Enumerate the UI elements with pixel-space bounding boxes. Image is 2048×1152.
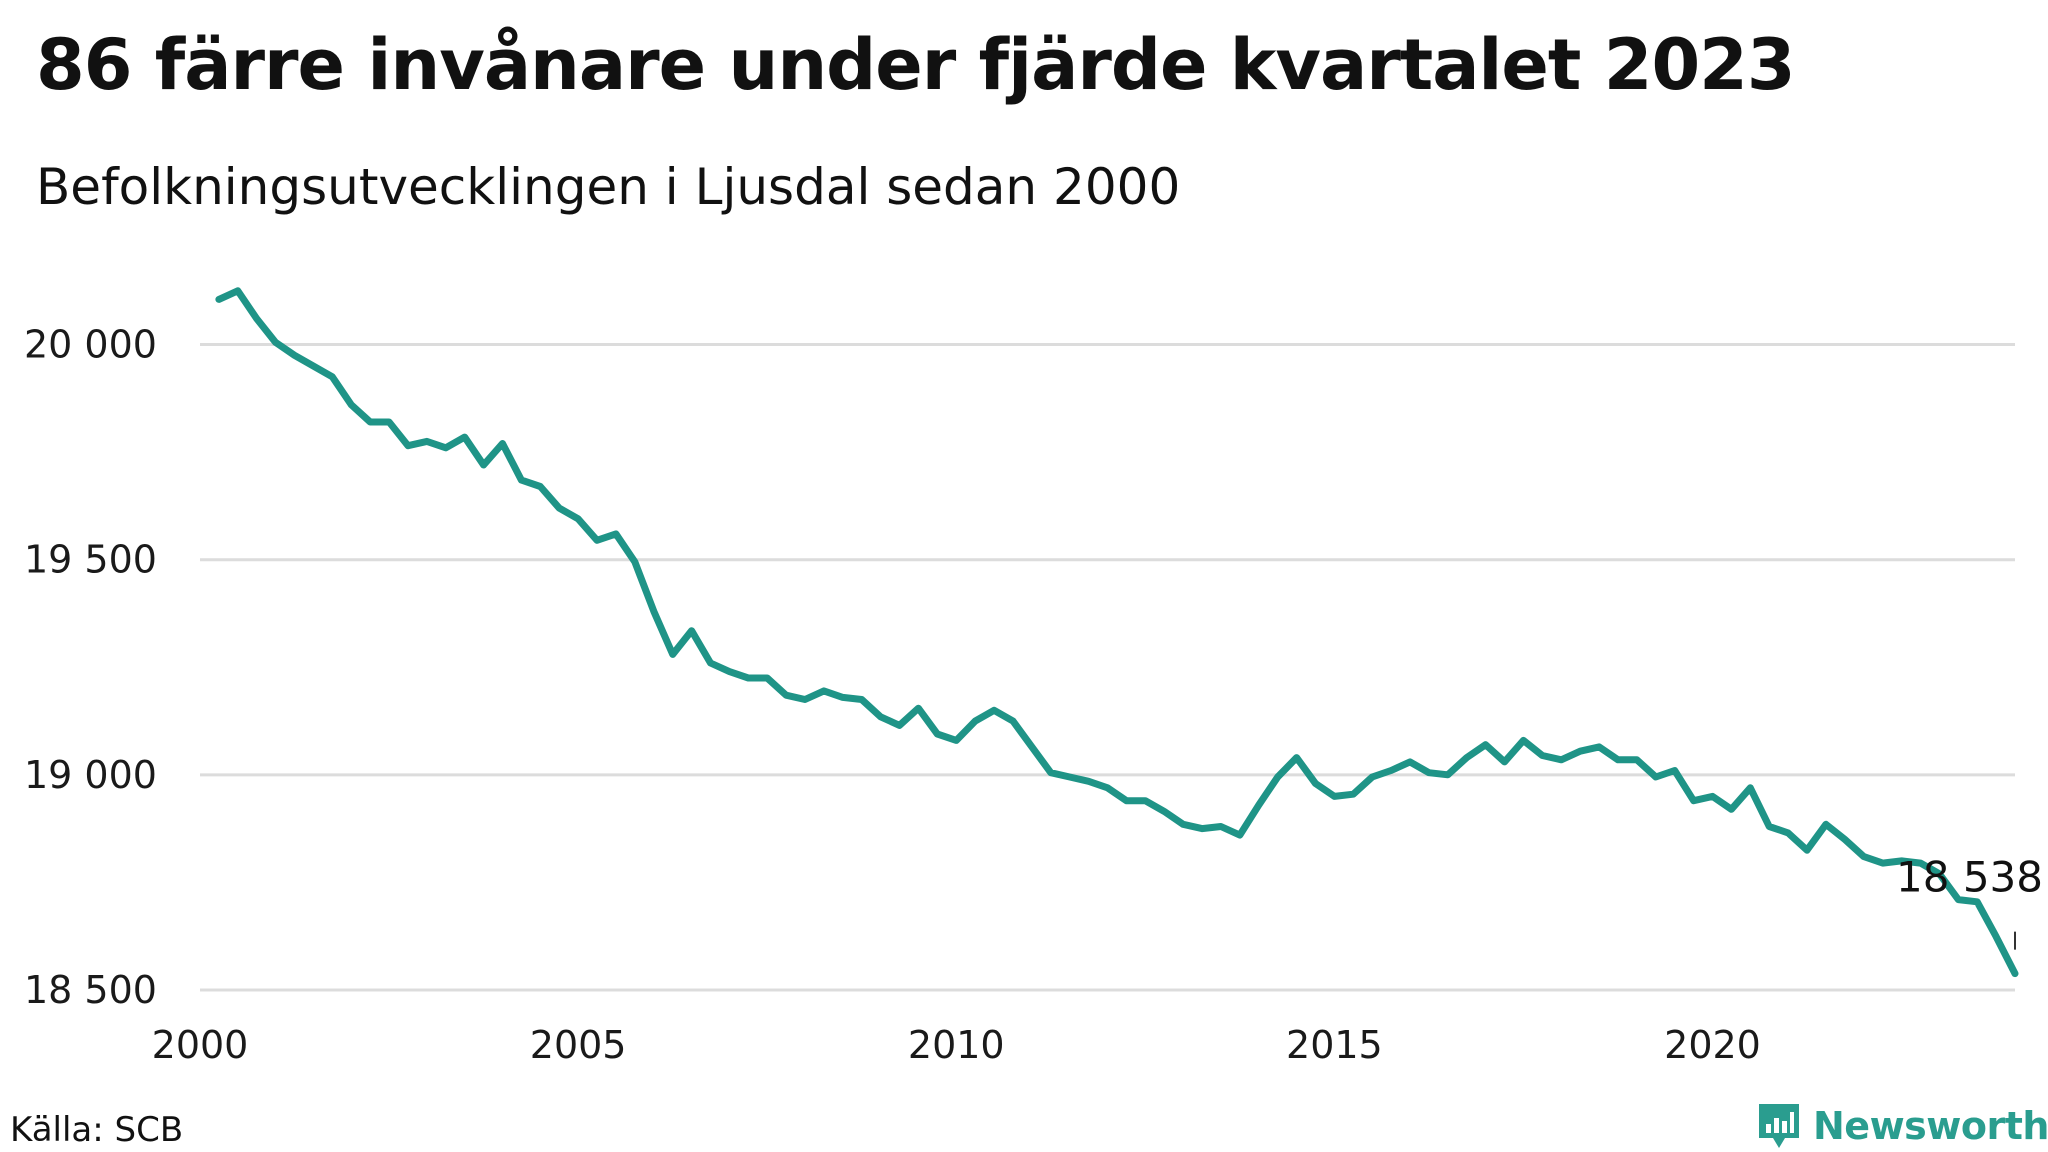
series-line [215, 287, 2019, 978]
x-tick-label: 2005 [530, 1023, 627, 1067]
brand-name: Newsworthy [1813, 1104, 2048, 1148]
annotations: 18 538 [1896, 853, 2043, 950]
x-tick-label: 2020 [1664, 1023, 1761, 1067]
source-note: Källa: SCB [10, 1110, 184, 1150]
y-axis-ticks: 18 500 19 000 19 500 20 000 [24, 323, 157, 1012]
y-tick-label: 20 000 [24, 323, 157, 367]
chart-title: 86 färre invånare under fjärde kvartalet… [36, 24, 1796, 106]
brand-logo: Newsworthy [1755, 1100, 2048, 1152]
end-value-label: 18 538 [1896, 853, 2043, 902]
series-lines [215, 287, 2019, 978]
x-tick-label: 2015 [1286, 1023, 1383, 1067]
y-tick-label: 18 500 [24, 968, 157, 1012]
x-tick-label: 2010 [908, 1023, 1005, 1067]
y-tick-label: 19 000 [24, 753, 157, 797]
gridlines [200, 343, 2015, 992]
chart-subtitle: Befolkningsutvecklingen i Ljusdal sedan … [36, 158, 1181, 216]
y-tick-label: 19 500 [24, 538, 157, 582]
newsworthy-logo-icon [1759, 1104, 1799, 1148]
x-axis-ticks: 2000 2005 2010 2015 2020 [152, 1023, 1761, 1067]
x-tick-label: 2000 [152, 1023, 249, 1067]
